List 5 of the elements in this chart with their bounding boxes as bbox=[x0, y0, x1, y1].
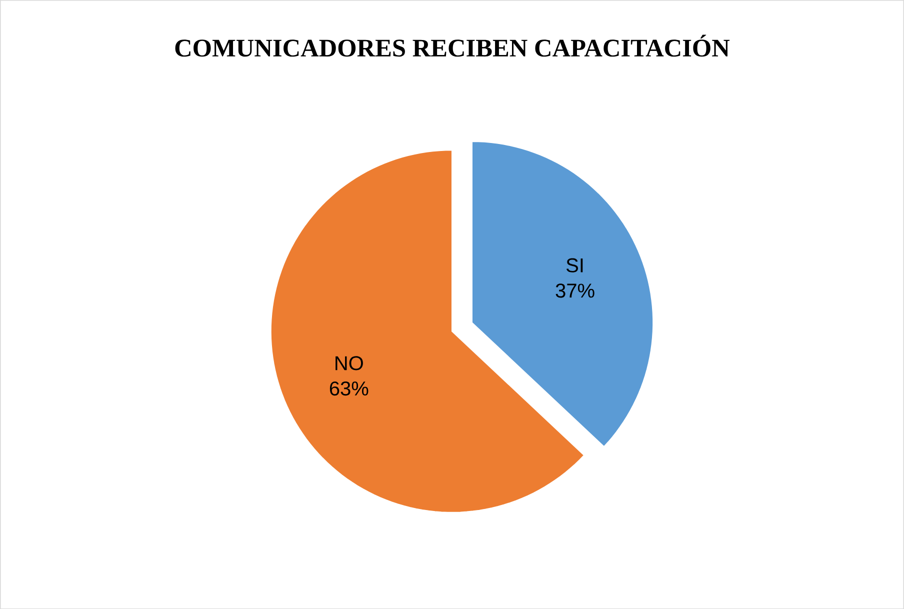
data-label: 37% bbox=[556, 283, 594, 298]
chart-title: COMUNICADORES RECIBEN CAPACITACIÓN bbox=[175, 34, 730, 57]
data-label: 63% bbox=[330, 381, 368, 396]
slice-label: SI bbox=[566, 258, 583, 272]
slice-label: NO bbox=[336, 356, 363, 370]
